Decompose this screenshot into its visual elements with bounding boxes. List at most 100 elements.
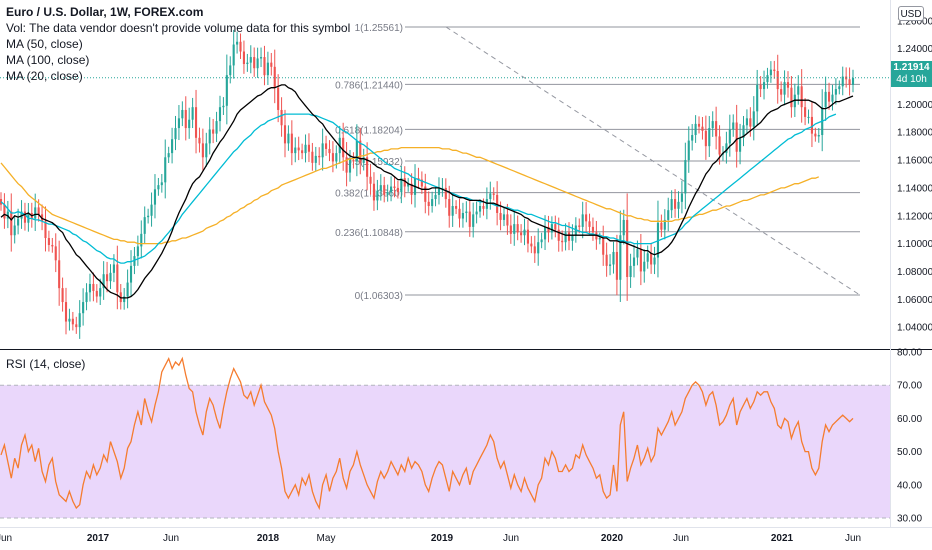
candle-body (177, 118, 180, 129)
candle-body (793, 94, 796, 108)
candle-body (242, 51, 246, 65)
candle-body (561, 240, 564, 243)
candle-body (10, 211, 13, 236)
candle-body (112, 264, 115, 273)
candle-body (697, 123, 701, 127)
candle-body (54, 246, 57, 261)
candle-body (543, 226, 547, 240)
candle-body (431, 199, 434, 207)
price-axis-tick: 1.20000 (897, 100, 932, 111)
candle-body (540, 239, 543, 243)
time-axis-tick: Jun (673, 533, 689, 544)
candle-body (458, 208, 461, 219)
candle-body (328, 148, 331, 154)
time-axis-tick: May (317, 533, 336, 544)
candle-body (273, 66, 276, 88)
candle-body (602, 238, 605, 255)
candle-body (684, 160, 687, 194)
candle-body (208, 129, 211, 144)
price-axis-tick: 1.18000 (897, 128, 932, 139)
candle-body (236, 41, 239, 45)
time-axis-tick: Jun (503, 533, 519, 544)
candle-body (383, 185, 386, 195)
candle-body (769, 69, 772, 76)
candle-body (17, 218, 20, 226)
candle-body (427, 201, 430, 207)
candle-body (701, 126, 704, 131)
rsi-band (0, 385, 890, 518)
candle-body (198, 137, 201, 144)
candle-body (585, 214, 588, 222)
candle-body (3, 204, 6, 219)
candle-body (786, 82, 790, 88)
candle-body (807, 116, 810, 118)
candle-body (441, 187, 444, 189)
candle-body (619, 235, 622, 280)
candle-body (359, 140, 362, 163)
candle-body (78, 313, 81, 328)
candle-body (369, 176, 372, 184)
candle-body (639, 249, 642, 272)
candle-body (37, 207, 40, 215)
candle-body (34, 207, 37, 219)
candle-body (393, 186, 396, 188)
candle-body (287, 133, 290, 144)
last-price-value: 1.21914 (893, 62, 930, 73)
candle-body (75, 324, 78, 328)
candle-body (379, 185, 382, 191)
candle-body (277, 87, 280, 110)
candle-body (715, 121, 718, 137)
candle-body (229, 65, 232, 76)
candle-body (735, 122, 738, 152)
candle-body (766, 75, 769, 83)
rsi-axis-tick: 30.00 (897, 514, 922, 525)
legend-title: Euro / U.S. Dollar, 1W, FOREX.com (6, 5, 204, 19)
candle-body (266, 62, 269, 76)
candle-body (355, 140, 358, 162)
candle-body (550, 224, 553, 233)
candle-body (745, 118, 748, 126)
candle-body (526, 229, 530, 244)
candle-body (485, 199, 488, 209)
candle-body (516, 224, 519, 233)
rsi-axis-tick: 80.00 (897, 348, 922, 359)
rsi-line (0, 356, 854, 511)
time-axis-tick: 2020 (601, 533, 624, 544)
candle-body (499, 212, 502, 220)
candle-body (71, 318, 74, 325)
candle-body (102, 274, 105, 289)
candle-body (181, 109, 184, 119)
candle-body (311, 151, 314, 163)
candle-body (294, 147, 297, 154)
candle-body (831, 94, 834, 102)
candle-body (417, 178, 420, 180)
candle-body (663, 219, 666, 230)
currency-badge[interactable]: USD (898, 6, 924, 21)
candle-body (61, 288, 64, 303)
candle-body (403, 178, 406, 187)
candle-body (451, 206, 454, 216)
candle-body (554, 224, 557, 230)
candle-body (222, 105, 225, 108)
candle-body (817, 135, 820, 137)
candle-body (605, 254, 608, 266)
candle-body (318, 155, 321, 158)
candle-body (301, 150, 304, 154)
candle-body (218, 107, 222, 122)
legend-volume-note: Vol: The data vendor doesn't provide vol… (6, 21, 351, 35)
chart-legend: Euro / U.S. Dollar, 1W, FOREX.com Vol: T… (6, 4, 350, 84)
candle-body (126, 282, 129, 297)
candle-body (615, 251, 618, 280)
last-price-badge: 1.21914 4d 10h (891, 61, 932, 87)
candle-body (283, 125, 287, 144)
candle-body (622, 219, 625, 236)
price-axis-tick: 1.04000 (897, 323, 932, 334)
candle-body (147, 215, 150, 218)
time-axis-tick: Jun (163, 533, 179, 544)
candle-body (157, 185, 160, 190)
candle-body (608, 264, 612, 266)
candle-body (133, 256, 136, 266)
candle-body (99, 288, 102, 297)
candle-body (578, 225, 581, 227)
